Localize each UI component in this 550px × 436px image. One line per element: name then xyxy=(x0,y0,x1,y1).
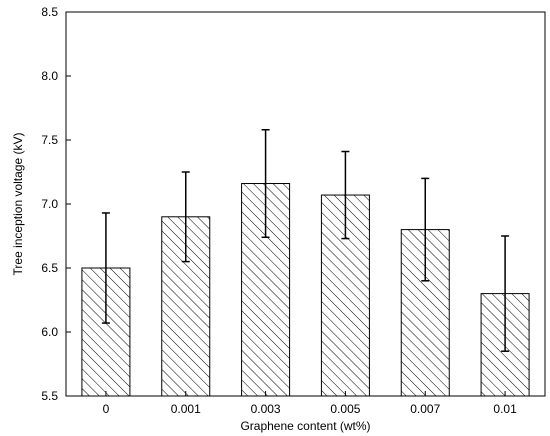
x-tick-label: 0.007 xyxy=(410,402,440,416)
y-tick-label: 7.5 xyxy=(41,133,58,147)
y-tick-label: 6.5 xyxy=(41,261,58,275)
bars-group xyxy=(81,183,530,397)
y-tick-label: 6.0 xyxy=(41,325,58,339)
x-tick-label: 0.003 xyxy=(251,402,281,416)
plot-area-frame xyxy=(65,11,546,397)
y-axis-ticks: 5.5 6.0 6.5 7.0 7.5 8.0 8.5 xyxy=(41,5,71,403)
x-tick-label: 0.01 xyxy=(493,402,517,416)
error-bars-group xyxy=(101,129,510,352)
x-tick-label: 0.005 xyxy=(330,402,360,416)
y-tick-label: 7.0 xyxy=(41,197,58,211)
x-tick-label: 0 xyxy=(103,402,110,416)
x-axis-label: Graphene content (wt%) xyxy=(240,419,370,433)
y-tick-label: 5.5 xyxy=(41,389,58,403)
x-axis-ticks: 0 0.001 0.003 0.005 0.007 0.01 xyxy=(103,391,517,416)
x-tick-label: 0.001 xyxy=(171,402,201,416)
y-axis-label: Tree inception voltage (kV) xyxy=(11,133,25,276)
y-tick-label: 8.5 xyxy=(41,5,58,19)
y-tick-label: 8.0 xyxy=(41,69,58,83)
